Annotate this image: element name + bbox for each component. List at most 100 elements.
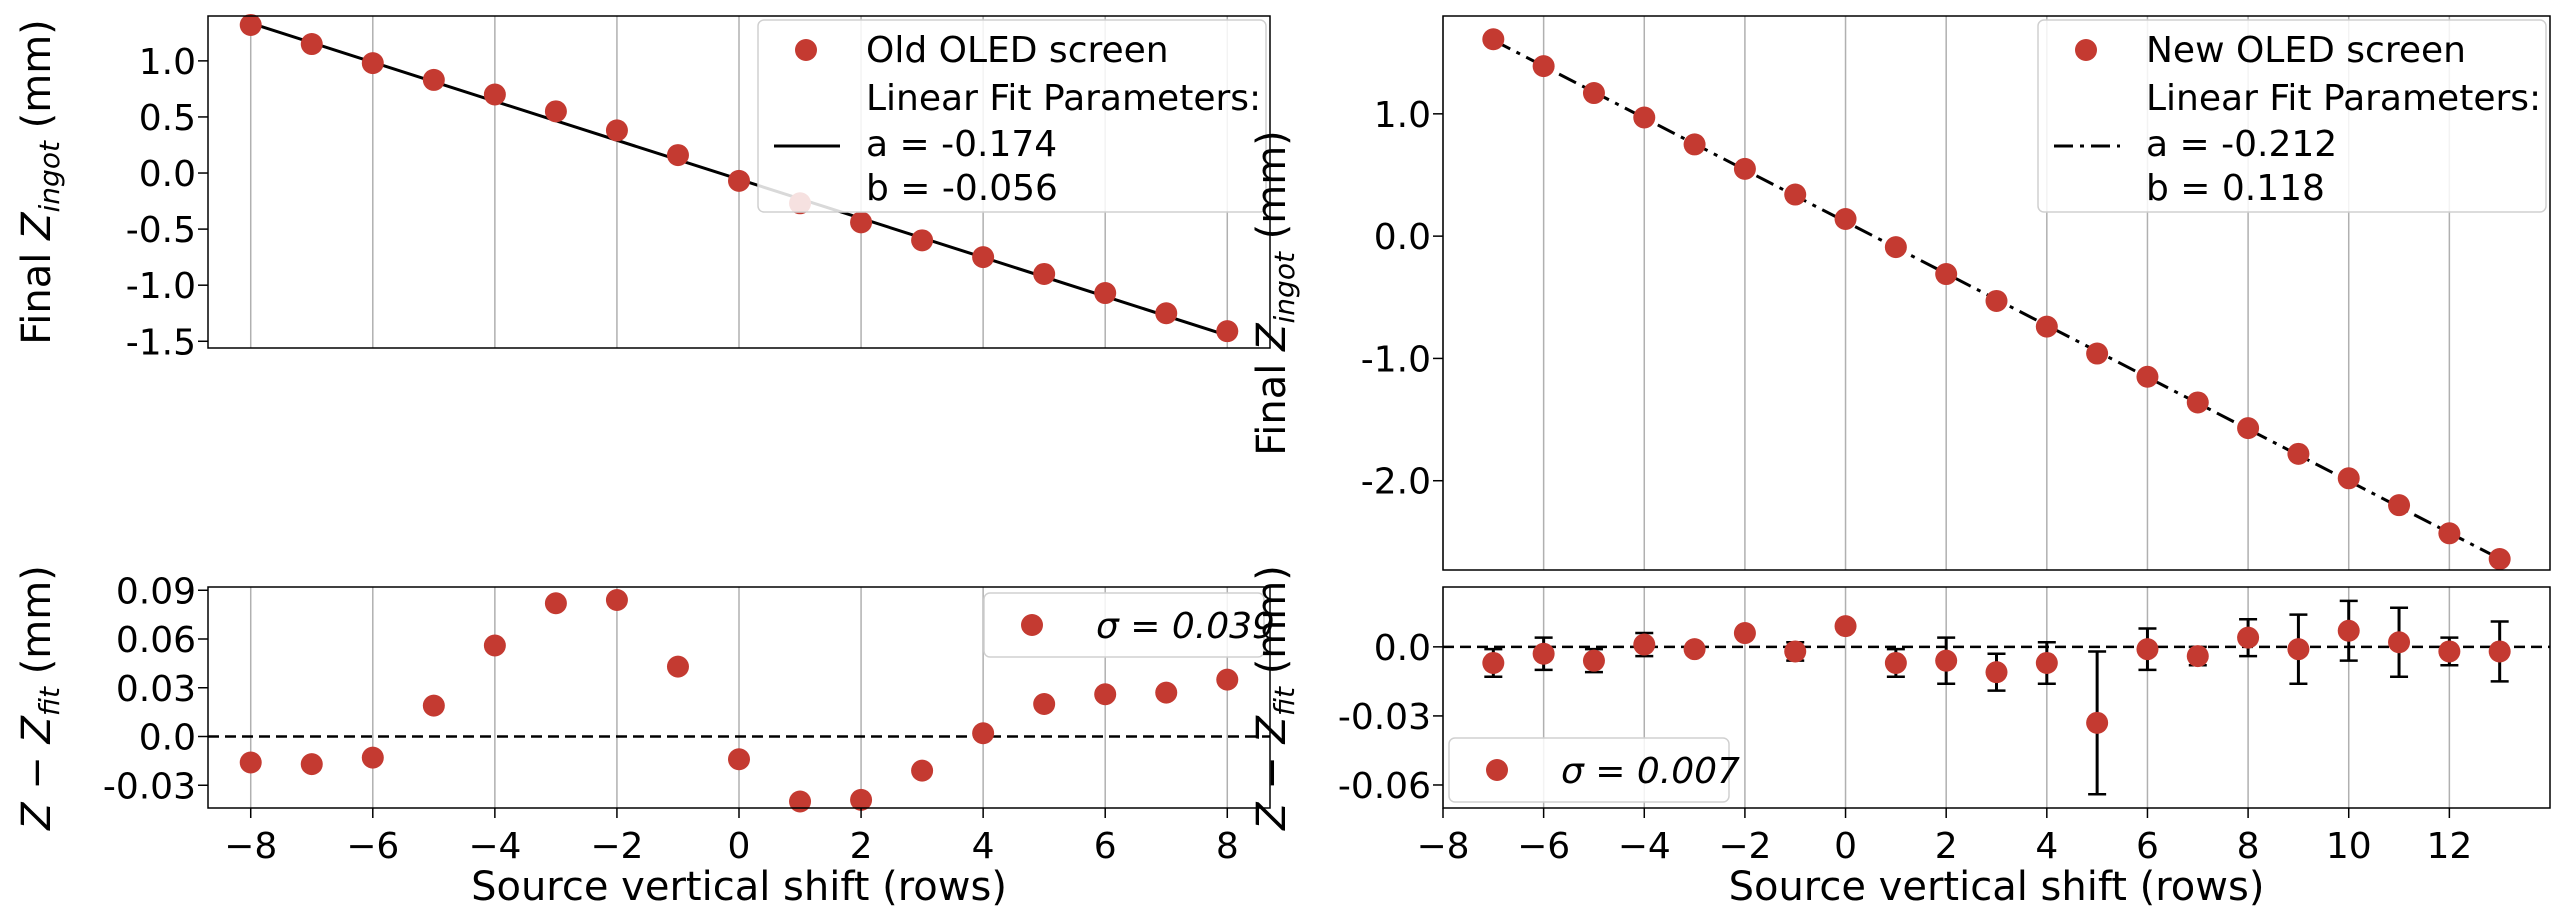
right-top-ytick-label: -2.0 bbox=[1361, 462, 1431, 503]
right-top-ytick-label: 0.0 bbox=[1374, 217, 1431, 258]
right-data-point bbox=[2438, 522, 2461, 545]
left-bottom-ytick-label: 0.09 bbox=[116, 571, 196, 612]
left-bottom-y-axis-label: Z − Zfit (mm) bbox=[14, 565, 66, 831]
right-data-point bbox=[2337, 467, 2360, 490]
left-xtick-label: −2 bbox=[590, 826, 643, 867]
left-residual-point bbox=[666, 655, 689, 678]
right-residual-point bbox=[2488, 640, 2511, 663]
right-sigma-legend-text: σ = 0.007 bbox=[1561, 751, 1740, 792]
right-data-point bbox=[1532, 55, 1555, 78]
left-data-point bbox=[483, 83, 506, 106]
right-residual-point bbox=[1582, 649, 1605, 672]
right-data-point bbox=[2136, 365, 2159, 388]
left-data-point bbox=[1216, 320, 1239, 343]
right-xtick-label: 0 bbox=[1834, 826, 1857, 867]
right-data-point bbox=[2035, 315, 2058, 338]
left-legend-box bbox=[757, 19, 1267, 213]
right-top-frame bbox=[1442, 15, 2551, 571]
right-xtick-label: 4 bbox=[2035, 826, 2058, 867]
left-data-point bbox=[422, 68, 445, 91]
left-residual-point bbox=[422, 694, 445, 717]
left-sigma-legend: σ = 0.039 bbox=[983, 592, 1275, 658]
right-data-point bbox=[2388, 494, 2411, 517]
left-residual-point bbox=[972, 722, 995, 745]
right-residual-point bbox=[2388, 631, 2411, 654]
right-xtick-label: 2 bbox=[1935, 826, 1958, 867]
left-bottom-ytick-label: -0.03 bbox=[103, 766, 196, 807]
left-top-legend: Old OLED screen Linear Fit Parameters: a =… bbox=[757, 19, 1267, 213]
left-xtick-label: −8 bbox=[224, 826, 277, 867]
left-residual-point bbox=[728, 748, 750, 771]
left-panel: -1.5 -1.0 -0.5 0.0 0.5 1.0 -0.03 0.0 0.03 0.06 0.0… bbox=[14, 13, 1275, 910]
right-residual-point bbox=[1633, 633, 1656, 656]
left-xtick-label: 4 bbox=[972, 826, 995, 867]
right-residual-point bbox=[1834, 615, 1857, 638]
right-xtick-label: −4 bbox=[1618, 826, 1671, 867]
right-data-point bbox=[1935, 263, 1958, 286]
right-data-point bbox=[2086, 342, 2109, 365]
right-xtick-label: 10 bbox=[2326, 826, 2372, 867]
right-data-point bbox=[2488, 547, 2511, 570]
left-xtick-label: 8 bbox=[1216, 826, 1239, 867]
left-data-point bbox=[605, 119, 628, 142]
right-residual-point bbox=[2186, 645, 2209, 668]
right-residual-point bbox=[1985, 661, 2008, 684]
right-legend-marker bbox=[2075, 39, 2097, 61]
right-data-point bbox=[2287, 442, 2310, 465]
left-xtick-label: 2 bbox=[850, 826, 873, 867]
right-data-point bbox=[1683, 133, 1706, 156]
right-legend-series-label: New OLED screen bbox=[2146, 30, 2466, 71]
left-residual-point bbox=[483, 634, 506, 657]
left-data-point bbox=[1033, 262, 1056, 285]
left-top-ytick-label: -1.0 bbox=[126, 266, 196, 307]
right-sigma-legend: σ = 0.007 bbox=[1448, 737, 1740, 803]
left-top-ytick-label: -0.5 bbox=[126, 210, 196, 251]
right-top-y-axis-label: Final Zingot (mm) bbox=[1249, 130, 1301, 456]
left-data-point bbox=[300, 33, 323, 56]
left-bottom-ytick-label: 0.06 bbox=[116, 620, 196, 661]
right-data-point bbox=[1733, 157, 1756, 180]
right-xtick-label: 6 bbox=[2136, 826, 2159, 867]
left-top-ytick-label: 0.0 bbox=[139, 154, 196, 195]
right-residual-point bbox=[1482, 651, 1505, 674]
left-x-axis-label: Source vertical shift (rows) bbox=[471, 864, 1007, 910]
right-residual-point bbox=[1784, 640, 1807, 663]
right-data-point bbox=[1784, 183, 1807, 206]
right-legend-box bbox=[2037, 19, 2547, 213]
left-top-ytick-label: 0.5 bbox=[139, 98, 196, 139]
left-data-point bbox=[972, 246, 995, 269]
right-data-point bbox=[1884, 236, 1907, 259]
left-top-y-axis-label: Final Zingot (mm) bbox=[14, 19, 66, 345]
left-sigma-legend-text: σ = 0.039 bbox=[1096, 606, 1275, 647]
right-xtick-label: 8 bbox=[2237, 826, 2260, 867]
right-residual-point bbox=[2438, 640, 2461, 663]
right-residual-point bbox=[1683, 638, 1706, 661]
left-residual-point bbox=[300, 753, 323, 776]
right-legend-fit-title: Linear Fit Parameters: bbox=[2146, 78, 2541, 119]
left-residual-point bbox=[1094, 683, 1117, 706]
right-x-axis-label: Source vertical shift (rows) bbox=[1729, 864, 2265, 910]
left-data-point bbox=[239, 13, 262, 36]
right-xtick-label: −2 bbox=[1718, 826, 1771, 867]
right-bottom-ytick-label: -0.03 bbox=[1338, 697, 1431, 738]
right-bottom-ytick-label: 0.0 bbox=[1374, 628, 1431, 669]
right-legend-fit-a: a = -0.212 bbox=[2146, 124, 2337, 165]
right-bottom-frame bbox=[1442, 586, 2551, 809]
left-data-point bbox=[361, 52, 384, 75]
left-residual-point bbox=[239, 751, 262, 774]
right-top-ytick-label: -1.0 bbox=[1361, 339, 1431, 380]
left-residual-point bbox=[911, 759, 934, 782]
right-residual-point bbox=[1884, 651, 1907, 674]
left-xtick-label: 6 bbox=[1094, 826, 1117, 867]
left-residual-point bbox=[1033, 693, 1056, 715]
right-data-point bbox=[1482, 28, 1505, 51]
left-data-point bbox=[1155, 302, 1178, 325]
right-panel: -2.0 -1.0 0.0 1.0 -0.06 -0.03 0.0 −8 −6 −4 −2 0 2 4 6 8… bbox=[1249, 15, 2551, 910]
left-residual-point bbox=[850, 788, 873, 811]
left-data-point bbox=[544, 100, 567, 123]
left-data-point bbox=[728, 169, 750, 192]
right-data-point bbox=[1834, 208, 1857, 231]
left-legend-fit-title: Linear Fit Parameters: bbox=[866, 78, 1261, 119]
right-residual-point bbox=[1532, 642, 1555, 665]
left-residual-point bbox=[544, 592, 567, 615]
